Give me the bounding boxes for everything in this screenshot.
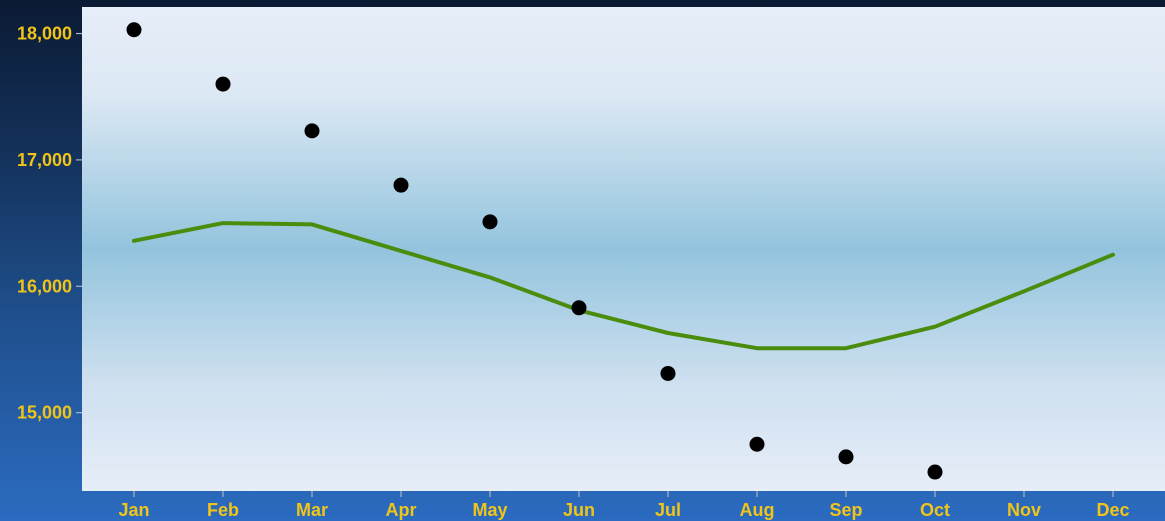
x-tick-label-apr: Apr: [386, 500, 417, 520]
data-point-feb: [215, 76, 231, 92]
data-point-jun: [571, 300, 587, 316]
data-point-jan: [126, 22, 142, 38]
x-tick-label-oct: Oct: [920, 500, 950, 520]
data-point-apr: [393, 177, 409, 193]
x-tick-label-dec: Dec: [1096, 500, 1129, 520]
x-tick-label-jan: Jan: [118, 500, 149, 520]
data-point-oct: [927, 464, 943, 480]
y-tick-label: 16,000: [17, 276, 72, 296]
y-axis: 15,000 16,000 17,000 18,000: [17, 24, 82, 423]
data-point-may: [482, 214, 498, 230]
trend-line: [132, 221, 1115, 351]
plot-panel: [82, 7, 1165, 491]
series-layer: [126, 22, 1115, 480]
data-point-aug: [749, 436, 765, 452]
data-point-jul: [660, 365, 676, 381]
x-tick-label-nov: Nov: [1007, 500, 1041, 520]
x-tick-label-aug: Aug: [740, 500, 775, 520]
x-tick-label-sep: Sep: [829, 500, 862, 520]
x-tick-label-jun: Jun: [563, 500, 595, 520]
y-tick-label: 18,000: [17, 24, 72, 44]
data-point-sep: [838, 449, 854, 465]
x-tick-label-jul: Jul: [655, 500, 681, 520]
y-tick-label: 17,000: [17, 150, 72, 170]
x-axis: Jan Feb Mar Apr May Jun Jul Aug Sep Oct Nov Dec: [118, 491, 1130, 520]
x-tick-label-mar: Mar: [296, 500, 328, 520]
x-tick-label-may: May: [472, 500, 507, 520]
data-point-mar: [304, 123, 320, 139]
y-tick-label: 15,000: [17, 403, 72, 423]
x-tick-label-feb: Feb: [207, 500, 239, 520]
